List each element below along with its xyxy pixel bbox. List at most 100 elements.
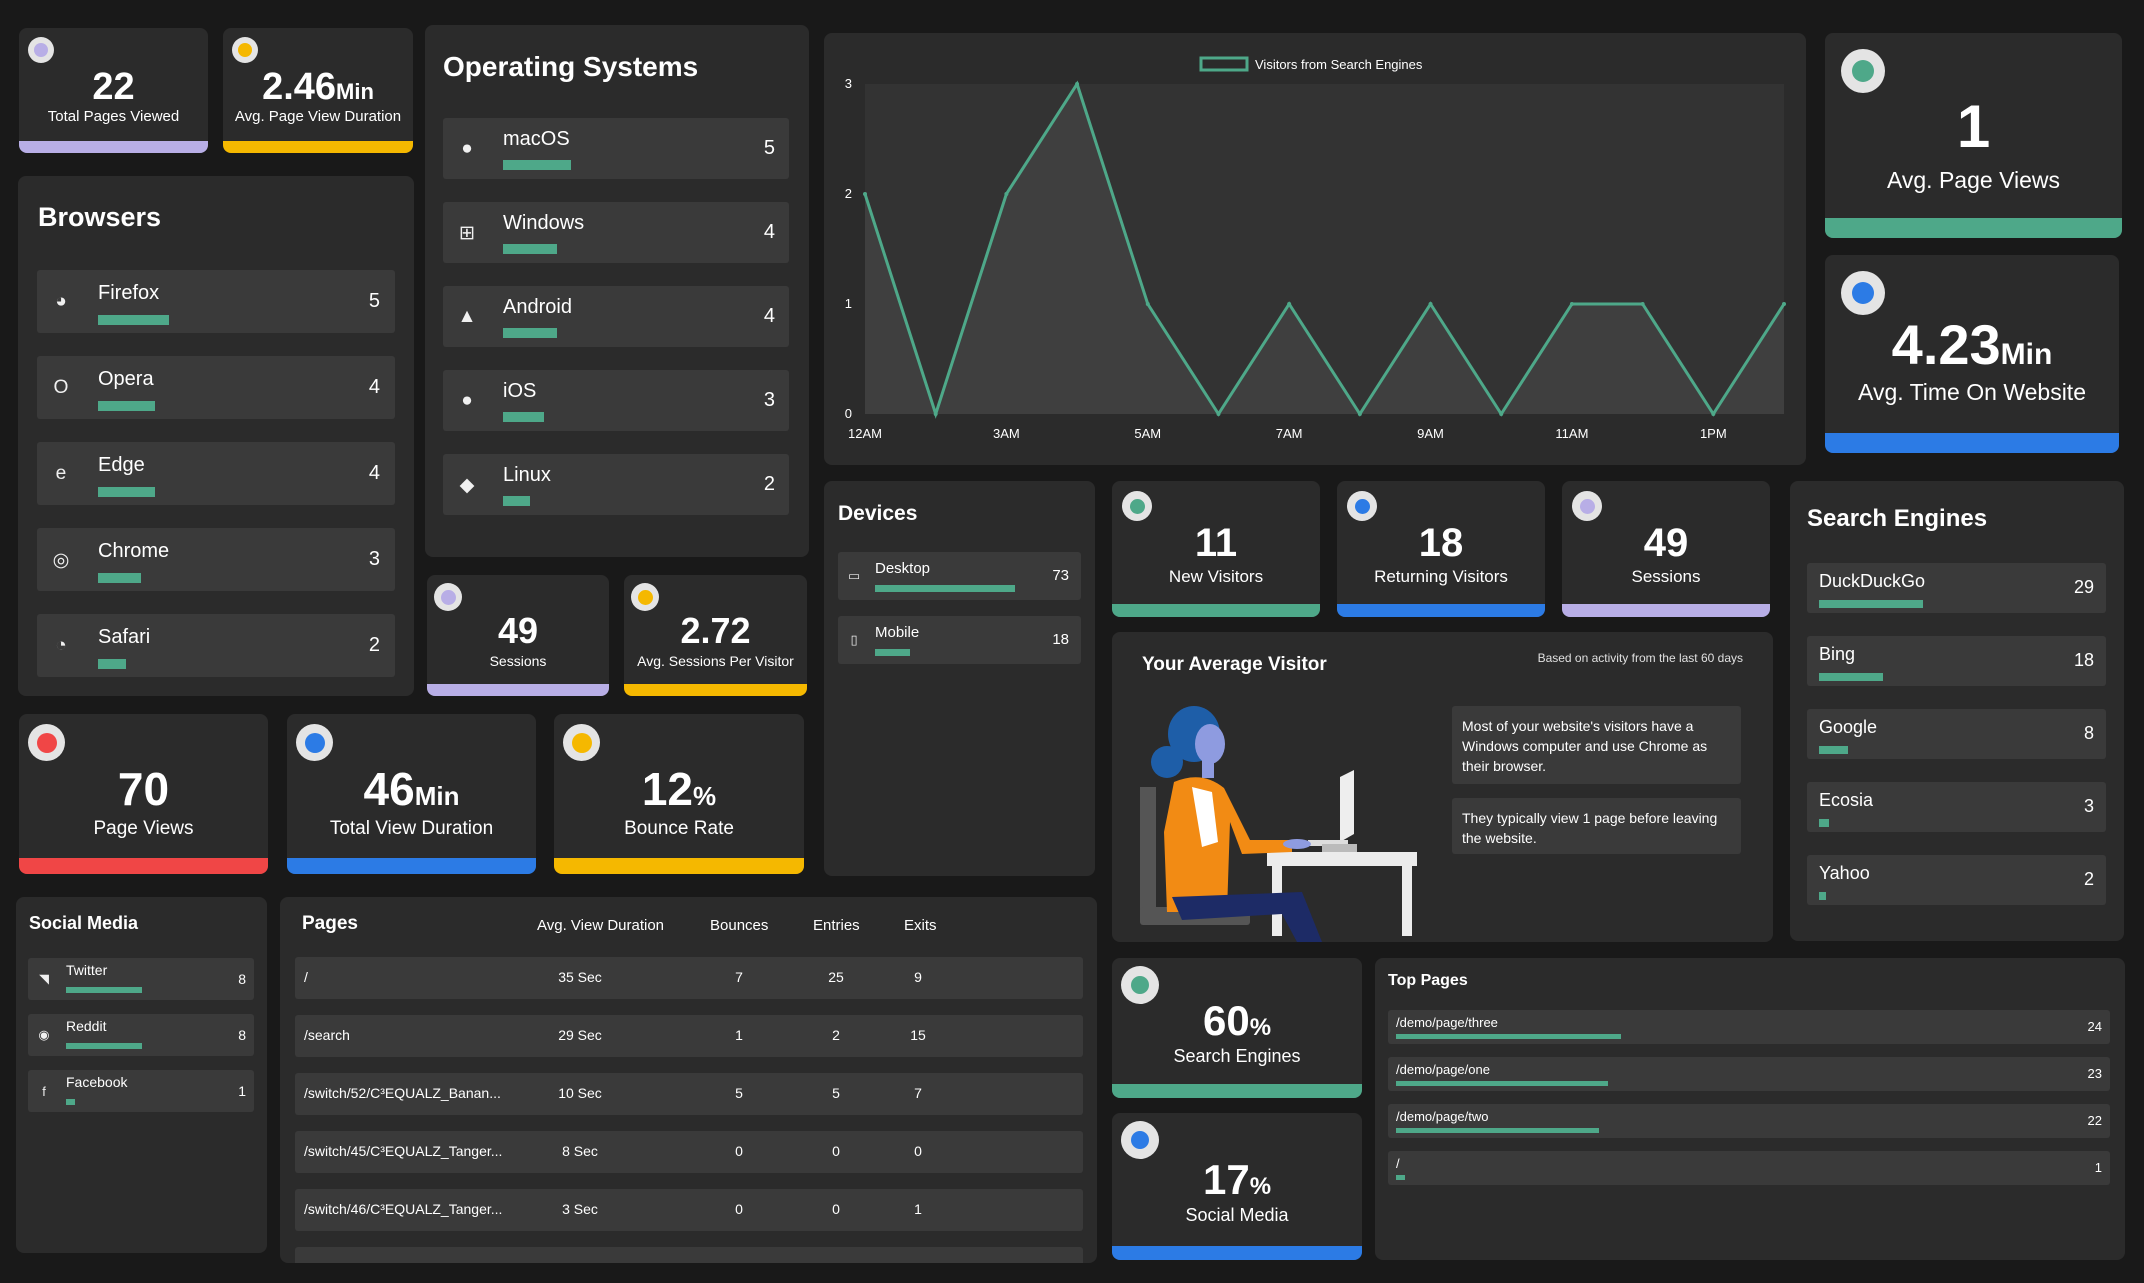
page-path-cell: / — [304, 969, 308, 985]
series-area — [865, 84, 1784, 414]
eye-icon — [28, 724, 65, 761]
table-row[interactable]: /switch/45/C³EQUALZ_Tanger... 8 Sec 0 0 0 — [295, 1131, 1083, 1173]
search-engines-pct-bar — [1112, 1084, 1362, 1098]
duration-cell: 8 Sec — [562, 1143, 598, 1159]
social-item-twitter[interactable]: ◥ Twitter 8 — [28, 958, 254, 1000]
device-item-mobile[interactable]: ▯ Mobile 18 — [838, 616, 1081, 664]
search-engines-title: Search Engines — [1807, 505, 1988, 532]
col-exits[interactable]: Exits — [904, 917, 937, 934]
y-tick-label: 2 — [845, 186, 852, 201]
search-engine-bar — [1819, 892, 1827, 900]
entries-cell: 5 — [832, 1085, 840, 1101]
series-line — [863, 80, 1786, 419]
exits-cell: 15 — [910, 1027, 926, 1043]
entries-cell: 0 — [832, 1143, 840, 1159]
search-engine-count: 3 — [2083, 796, 2094, 817]
avg-time-on-website-bar — [1825, 433, 2119, 453]
data-point — [1004, 192, 1009, 196]
social-media-panel: Social Media ◥ Twitter 8 ◉ Reddit 8 f Facebook 1 — [16, 897, 267, 1253]
devices-panel: Devices ▭ Desktop 73 ▯ Mobile 18 — [824, 481, 1095, 876]
eye-icon — [1841, 49, 1885, 93]
top-page-bar — [1396, 1175, 1405, 1180]
top-page-item-demo-page-one[interactable]: /demo/page/one 23 — [1388, 1057, 2110, 1091]
device-item-desktop[interactable]: ▭ Desktop 73 — [838, 552, 1081, 600]
top-page-count: 22 — [2087, 1113, 2102, 1129]
duration-cell: 29 Sec — [558, 1027, 602, 1043]
data-point — [1075, 82, 1080, 86]
os-item-linux[interactable]: ◆ Linux 2 — [443, 454, 789, 515]
browser-bar — [98, 487, 155, 497]
search-engine-count: 8 — [2083, 723, 2094, 744]
total-pages-viewed-card: 22 Total Pages Viewed — [19, 28, 208, 153]
facebook-icon: f — [42, 1083, 46, 1099]
bounce-rate-value: 12% — [641, 763, 717, 815]
new-visitors-value: 11 — [1194, 521, 1238, 565]
social-name: Twitter — [66, 962, 108, 978]
total-view-duration-label: Total View Duration — [329, 818, 494, 839]
social-item-facebook[interactable]: f Facebook 1 — [28, 1070, 254, 1112]
sessions-small-card: 49 Sessions — [427, 575, 609, 696]
avg-page-view-duration-value: 2.46Min — [262, 66, 374, 108]
social-item-reddit[interactable]: ◉ Reddit 8 — [28, 1014, 254, 1056]
y-tick-label: 3 — [845, 76, 852, 91]
browser-item-firefox[interactable]: ◕ Firefox 5 — [37, 270, 395, 333]
search-engine-bar — [1819, 819, 1830, 827]
clock-icon — [1841, 271, 1885, 315]
search-engine-item-yahoo[interactable]: Yahoo 2 — [1807, 855, 2106, 905]
search-engine-item-duckduckgo[interactable]: DuckDuckGo 29 — [1807, 563, 2106, 613]
data-point — [1782, 302, 1786, 306]
col-bounces[interactable]: Bounces — [710, 917, 769, 934]
os-item-android[interactable]: ▲ Android 4 — [443, 286, 789, 347]
data-point — [863, 192, 867, 196]
col-entries[interactable]: Entries — [813, 917, 860, 934]
x-tick-label: 11AM — [1555, 426, 1588, 441]
browser-item-safari[interactable]: ◔ Safari 2 — [37, 614, 395, 677]
exits-cell: 1 — [914, 1201, 922, 1217]
visitor-note-2: They typically view 1 page before leavin… — [1452, 798, 1741, 854]
browser-name: Firefox — [98, 282, 160, 304]
os-item-windows[interactable]: ⊞ Windows 4 — [443, 202, 789, 263]
avg-time-on-website-value: 4.23Min — [1891, 313, 2053, 376]
search-engine-item-bing[interactable]: Bing 18 — [1807, 636, 2106, 686]
browser-item-edge[interactable]: e Edge 4 — [37, 442, 395, 505]
arrow-up-right-icon — [631, 583, 659, 611]
os-item-macos[interactable]: ● macOS 5 — [443, 118, 789, 179]
table-row[interactable]: /switch/46/C³EQUALZ_Tanger... 3 Sec 0 0 1 — [295, 1189, 1083, 1231]
social-media-pct-label: Social Media — [1185, 1205, 1289, 1225]
returning-visitors-value: 18 — [1418, 521, 1464, 565]
avg-page-view-duration-label: Avg. Page View Duration — [234, 108, 402, 125]
avg-page-view-duration-card: 2.46Min Avg. Page View Duration — [223, 28, 413, 153]
average-visitor-subtitle: Based on activity from the last 60 days — [1537, 651, 1743, 665]
top-page-item-[interactable]: /1 — [1388, 1151, 2110, 1185]
chrome-icon: ◎ — [52, 549, 70, 571]
browser-item-chrome[interactable]: ◎ Chrome 3 — [37, 528, 395, 591]
table-row[interactable]: /search 29 Sec 1 2 15 — [295, 1015, 1083, 1057]
data-point — [1640, 302, 1645, 306]
x-tick-label: 7AM — [1276, 426, 1303, 441]
clock-icon — [296, 724, 333, 761]
search-engine-name: Yahoo — [1819, 863, 1870, 883]
top-page-item-demo-page-three[interactable]: /demo/page/three 24 — [1388, 1010, 2110, 1044]
person-at-computer-illustration — [1140, 706, 1417, 942]
browser-item-opera[interactable]: O Opera 4 — [37, 356, 395, 419]
search-engine-item-google[interactable]: Google 8 — [1807, 709, 2106, 759]
table-row[interactable]: / 35 Sec 7 25 9 — [295, 957, 1083, 999]
os-count: 4 — [763, 220, 775, 243]
os-item-ios[interactable]: ● iOS 3 — [443, 370, 789, 431]
duration-cell: 35 Sec — [558, 969, 602, 985]
search-engines-pct-label: Search Engines — [1173, 1046, 1301, 1066]
data-point — [1145, 302, 1150, 306]
linux-icon: ◆ — [459, 474, 475, 496]
table-row[interactable]: /switch/52/C³EQUALZ_Banan... 10 Sec 5 5 7 — [295, 1073, 1083, 1115]
pages-title: Pages — [302, 913, 358, 934]
operating-systems-panel: Operating Systems ● macOS 5 ⊞ Windows 4 ▲ Andro… — [425, 25, 809, 557]
desktop-icon: ▭ — [847, 568, 861, 583]
x-tick-label: 3AM — [993, 426, 1020, 441]
search-engine-name: Bing — [1819, 644, 1856, 664]
avg-sessions-per-visitor-card: 2.72 Avg. Sessions Per Visitor — [624, 575, 807, 696]
search-engine-item-ecosia[interactable]: Ecosia 3 — [1807, 782, 2106, 832]
sessions-icon — [434, 583, 462, 611]
top-page-count: 24 — [2087, 1019, 2102, 1035]
col-avg-view-duration[interactable]: Avg. View Duration — [537, 917, 665, 934]
top-page-item-demo-page-two[interactable]: /demo/page/two 22 — [1388, 1104, 2110, 1138]
